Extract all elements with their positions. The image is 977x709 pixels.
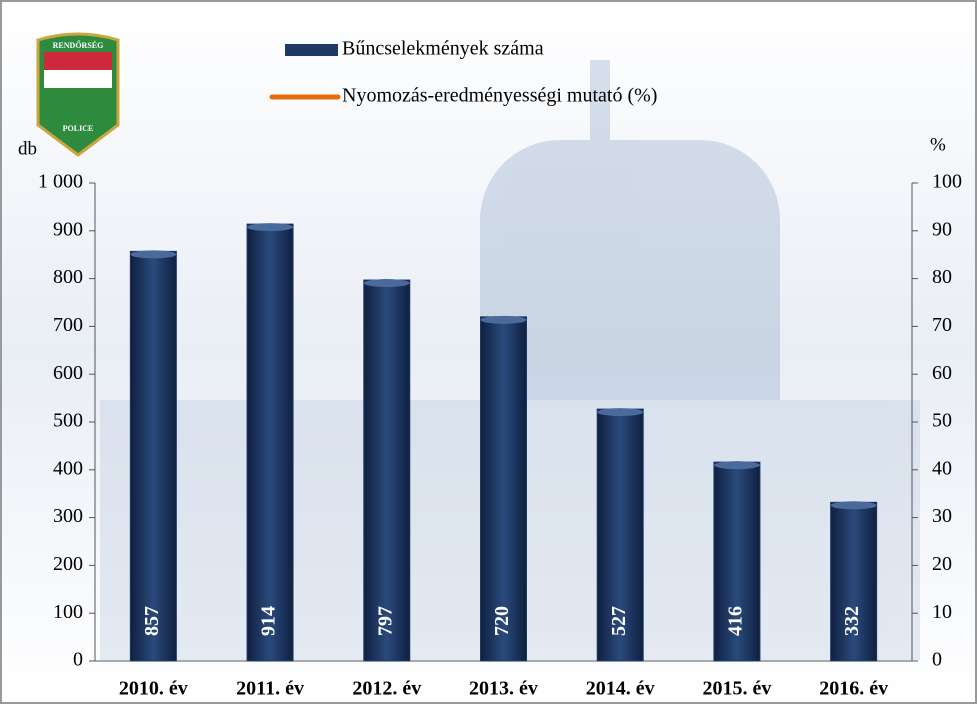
data-label: 527: [608, 606, 630, 636]
bar: [830, 501, 878, 662]
bar-cap: [597, 408, 644, 417]
building: [100, 60, 920, 660]
y-tick-label: 700: [53, 314, 83, 336]
y-tick-label: 200: [53, 553, 83, 575]
legend-label: Nyomozás-eredményességi mutató (%): [342, 85, 657, 107]
y2-axis-title: %: [930, 134, 946, 155]
bar: [363, 279, 411, 662]
data-label: 857: [141, 606, 163, 636]
logo-bottom: POLICE: [63, 124, 94, 133]
x-tick-label: 2010. év: [119, 678, 188, 700]
y2-tick-label: 10: [932, 601, 952, 623]
logo-top: RENDŐRSÉG: [53, 40, 104, 50]
y-tick-label: 500: [53, 410, 83, 432]
y2-tick-label: 60: [932, 362, 952, 384]
bar-cap: [247, 223, 294, 232]
y2-tick-label: 30: [932, 505, 952, 527]
data-label: 797: [374, 606, 396, 636]
y2-tick-label: 50: [932, 410, 952, 432]
y-tick-label: 600: [53, 362, 83, 384]
legend: Bűncselekmények száma Nyomozás-eredményes…: [269, 38, 657, 107]
x-tick-label: 2016. év: [819, 678, 888, 700]
bar-cap: [480, 315, 527, 324]
data-label: 914: [258, 606, 280, 636]
y2-tick-label: 0: [932, 649, 942, 671]
x-tick-label: 2013. év: [469, 678, 538, 700]
bar-cap: [130, 250, 177, 259]
bar: [246, 223, 294, 662]
y-tick-label: 800: [53, 266, 83, 288]
y2-tick-label: 40: [932, 457, 952, 479]
bar-cap: [830, 501, 877, 510]
bar: [129, 250, 177, 662]
x-tick-label: 2015. év: [702, 678, 771, 700]
y-tick-label: 0: [73, 649, 83, 671]
data-label: 720: [491, 606, 513, 636]
bar-cap: [363, 279, 410, 288]
y2-tick-label: 100: [932, 171, 962, 193]
bar: [480, 316, 527, 662]
y2-tick-label: 90: [932, 218, 952, 240]
y-tick-label: 900: [53, 218, 83, 240]
y-axis-title: db: [18, 138, 37, 159]
x-tick-label: 2014. év: [586, 678, 655, 700]
legend-label: Bűncselekmények száma: [342, 38, 544, 60]
y-tick-label: 1 000: [38, 171, 83, 193]
y2-tick-label: 70: [932, 314, 952, 336]
data-label: 332: [841, 606, 863, 636]
y-tick-label: 100: [53, 601, 83, 623]
data-label: 416: [725, 606, 747, 636]
logo: RENDŐRSÉG POLICE: [36, 32, 120, 157]
legend-swatch: [285, 44, 338, 56]
x-tick-label: 2011. év: [236, 678, 304, 700]
y-tick-label: 300: [53, 505, 83, 527]
x-tick-label: 2012. év: [352, 678, 421, 700]
bar-cap: [713, 461, 760, 470]
y2-tick-label: 80: [932, 266, 952, 288]
y-tick-label: 400: [53, 457, 83, 479]
y2-tick-label: 20: [932, 553, 952, 575]
bar: [713, 461, 761, 662]
bar: [596, 408, 644, 662]
